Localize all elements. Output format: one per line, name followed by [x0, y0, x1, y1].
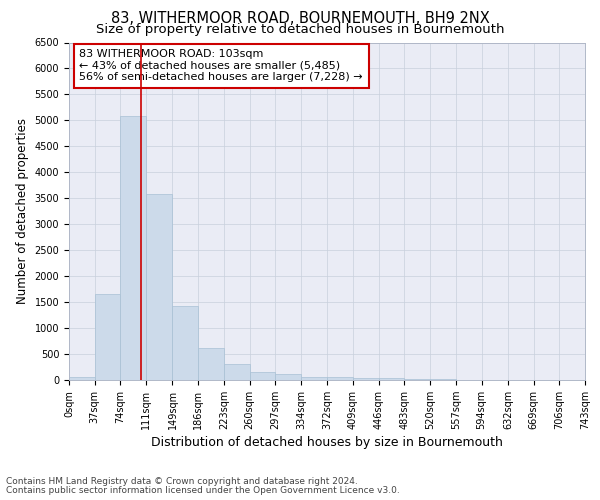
X-axis label: Distribution of detached houses by size in Bournemouth: Distribution of detached houses by size …: [151, 436, 503, 449]
Bar: [146, 194, 172, 380]
Bar: [198, 348, 224, 380]
Y-axis label: Number of detached properties: Number of detached properties: [16, 118, 29, 304]
Bar: [301, 377, 326, 380]
Bar: [275, 374, 301, 380]
Text: Contains public sector information licensed under the Open Government Licence v3: Contains public sector information licen…: [6, 486, 400, 495]
Bar: [250, 372, 275, 380]
Bar: [95, 294, 121, 380]
Bar: [121, 116, 146, 380]
Bar: [379, 378, 404, 380]
Bar: [69, 377, 95, 380]
Bar: [328, 378, 353, 380]
Bar: [353, 378, 379, 380]
Text: 83 WITHERMOOR ROAD: 103sqm
← 43% of detached houses are smaller (5,485)
56% of s: 83 WITHERMOOR ROAD: 103sqm ← 43% of deta…: [79, 50, 363, 82]
Text: 83, WITHERMOOR ROAD, BOURNEMOUTH, BH9 2NX: 83, WITHERMOOR ROAD, BOURNEMOUTH, BH9 2N…: [110, 11, 490, 26]
Text: Contains HM Land Registry data © Crown copyright and database right 2024.: Contains HM Land Registry data © Crown c…: [6, 477, 358, 486]
Bar: [172, 306, 198, 380]
Bar: [224, 364, 250, 380]
Text: Size of property relative to detached houses in Bournemouth: Size of property relative to detached ho…: [96, 22, 504, 36]
Bar: [404, 379, 430, 380]
